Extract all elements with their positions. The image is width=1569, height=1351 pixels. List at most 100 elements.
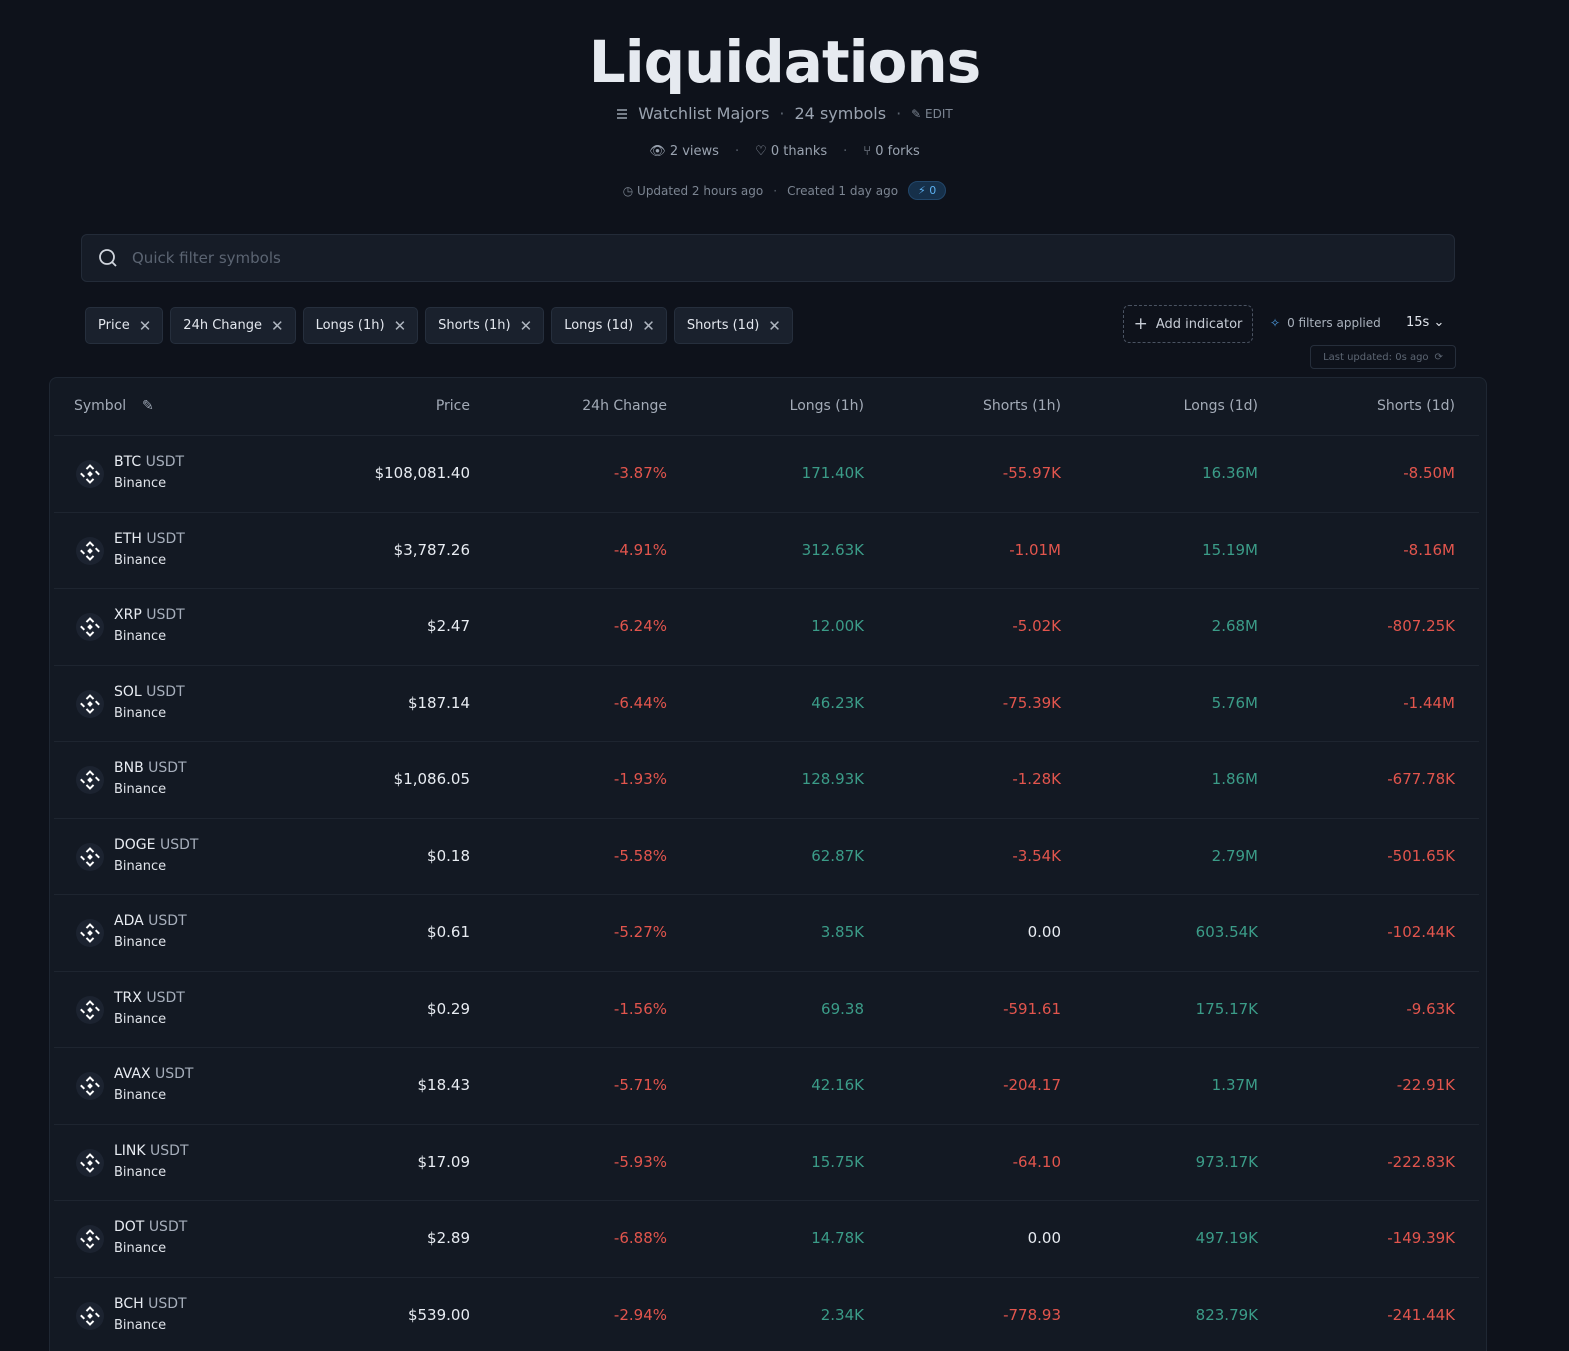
symbol: SOL USDT — [114, 684, 185, 700]
table-row[interactable]: BCH USDT Binance $539.00 -2.94% 2.34K -778.93… — [54, 1276, 1479, 1351]
column-header[interactable]: Longs (1d) — [1183, 398, 1258, 414]
indicator-chip[interactable]: 24h Change ✕ — [170, 307, 296, 344]
cell-value: 2.79M — [1211, 846, 1258, 865]
table-row[interactable]: AVAX USDT Binance $18.43 -5.71% 42.16K -204.1… — [54, 1047, 1479, 1124]
boost-badge[interactable]: ⚡ 0 — [908, 181, 947, 200]
add-indicator-label[interactable]: Add indicator — [1155, 316, 1243, 332]
thanks[interactable]: ♡ 0 thanks — [755, 144, 828, 159]
exchange-icon — [76, 460, 104, 488]
quote-asset: USDT — [154, 1066, 194, 1082]
forks[interactable]: ⑂ 0 forks — [863, 144, 920, 159]
cell-value: -5.02K — [1012, 617, 1061, 635]
cell-value: 175.17K — [1195, 999, 1258, 1018]
filters-text[interactable]: 0 filters applied — [1287, 316, 1381, 330]
data-table: Symbol Price 24h Change Longs (1h) Shorts (1… — [49, 377, 1487, 1351]
cell-value: -102.44K — [1387, 923, 1455, 941]
exchange-icon — [76, 766, 104, 794]
cell-value: -3.87% — [613, 464, 667, 482]
edit-label[interactable]: EDIT — [925, 106, 953, 121]
updated: ◷ Updated 2 hours ago — [622, 183, 764, 198]
indicator-label[interactable]: Longs (1h) — [315, 318, 385, 333]
edit-link[interactable]: ✎ EDIT — [911, 106, 953, 121]
exchange-name: Binance — [114, 1317, 167, 1333]
indicator-chip[interactable]: Shorts (1d) ✕ — [673, 307, 793, 344]
forks-text[interactable]: 0 forks — [875, 144, 920, 159]
cell-value: $0.29 — [427, 999, 470, 1018]
exchange-name: Binance — [114, 552, 167, 568]
indicator-label[interactable]: Longs (1d) — [564, 318, 634, 333]
cell-value: -5.27% — [613, 923, 667, 941]
table-row[interactable]: DOT USDT Binance $2.89 -6.88% 14.78K 0.00 497.… — [54, 1200, 1479, 1277]
cell-value: 69.38 — [821, 999, 864, 1018]
indicator-chip[interactable]: Longs (1d) ✕ — [551, 307, 667, 344]
search-box[interactable]: Quick filter symbols — [81, 234, 1455, 282]
base-asset: BTC — [114, 454, 142, 470]
cell-value: $2.47 — [427, 617, 470, 635]
table-row[interactable]: ADA USDT Binance $0.61 -5.27% 3.85K 0.00 603.5… — [54, 894, 1479, 971]
cell-value: -591.61 — [1003, 999, 1061, 1018]
exchange-name: Binance — [114, 858, 167, 874]
interval-select[interactable]: 15s ⌄ — [1406, 315, 1445, 330]
indicator-label[interactable]: Shorts (1d) — [686, 318, 760, 333]
cell-value: 3.85K — [820, 923, 864, 941]
cell-value: -149.39K — [1387, 1229, 1455, 1247]
exchange-name: Binance — [114, 476, 167, 491]
interval-value[interactable]: 15s — [1406, 315, 1430, 330]
remove-indicator[interactable]: ✕ — [642, 316, 655, 335]
search-placeholder[interactable]: Quick filter symbols — [132, 249, 281, 267]
exchange-icon — [76, 689, 104, 718]
last-updated[interactable]: Last updated: 0s ago ⟳ — [1310, 345, 1456, 369]
indicator-label[interactable]: Price — [98, 318, 130, 333]
table-row[interactable]: BNB USDT Binance $1,086.05 -1.93% 128.93K -1.… — [54, 741, 1479, 818]
table-row[interactable]: ETH USDT Binance $3,787.26 -4.91% 312.63K -1.… — [54, 511, 1479, 589]
symbol-count: 24 symbols — [794, 104, 887, 123]
indicator-chip[interactable]: Longs (1h) ✕ — [302, 307, 419, 344]
base-asset: AVAX — [114, 1066, 151, 1082]
indicator-chips: Price ✕ 24h Change ✕ Longs (1h) ✕ Shorts (1h) ✕… — [85, 307, 793, 344]
last-updated-text: Last updated: 0s ago — [1323, 351, 1429, 363]
quote-asset: USDT — [145, 454, 185, 470]
exchange-name: Binance — [114, 1164, 167, 1180]
quote-asset: USDT — [159, 836, 199, 853]
table-row[interactable]: XRP USDT Binance $2.47 -6.24% 12.00K -5.02K 2.… — [54, 588, 1479, 665]
boost-count[interactable]: 0 — [929, 184, 937, 197]
remove-indicator[interactable]: ✕ — [768, 316, 781, 335]
indicator-chip[interactable]: Shorts (1h) ✕ — [425, 307, 545, 344]
symbol: TRX USDT — [114, 990, 185, 1006]
cell-value: -1.28K — [1012, 770, 1061, 788]
cell-value: -1.56% — [613, 999, 667, 1018]
remove-indicator[interactable]: ✕ — [270, 316, 284, 335]
column-header[interactable]: Longs (1h) — [789, 398, 864, 414]
add-indicator-button[interactable]: + Add indicator — [1123, 305, 1253, 343]
thanks-text[interactable]: 0 thanks — [770, 144, 828, 159]
remove-indicator[interactable]: ✕ — [519, 316, 533, 335]
cell-value: -1.44M — [1403, 693, 1455, 712]
table-row[interactable]: LINK USDT Binance $17.09 -5.93% 15.75K -64.10… — [54, 1123, 1479, 1201]
table-row[interactable]: BTC USDT Binance $108,081.40 -3.87% 171.40K -… — [54, 435, 1479, 512]
column-header[interactable]: Shorts (1d) — [1376, 398, 1455, 414]
column-header[interactable]: 24h Change — [582, 398, 667, 414]
cell-value: $108,081.40 — [374, 464, 470, 482]
edit-symbol-column[interactable]: ✎ — [142, 398, 154, 414]
indicator-label[interactable]: Shorts (1h) — [438, 318, 511, 333]
filters-status[interactable]: ✧ 0 filters applied — [1270, 316, 1381, 330]
quote-asset: USDT — [148, 1295, 187, 1312]
symbol: AVAX USDT — [114, 1066, 193, 1082]
exchange-name: Binance — [114, 782, 167, 797]
cell-value: $187.14 — [407, 693, 470, 712]
column-header[interactable]: Symbol — [74, 398, 127, 414]
quote-asset: USDT — [146, 607, 185, 623]
column-header[interactable]: Price — [435, 398, 470, 414]
table-row[interactable]: DOGE USDT Binance $0.18 -5.58% 62.87K -3.54K 2… — [54, 817, 1479, 895]
remove-indicator[interactable]: ✕ — [138, 316, 152, 335]
cell-value: -5.93% — [613, 1152, 667, 1171]
table-row[interactable]: SOL USDT Binance $187.14 -6.44% 46.23K -75.39… — [54, 664, 1479, 742]
indicator-chip[interactable]: Price ✕ — [85, 307, 164, 344]
remove-indicator[interactable]: ✕ — [393, 316, 407, 335]
cell-value: $1,086.05 — [393, 770, 470, 788]
watchlist-name[interactable]: Watchlist Majors — [638, 104, 770, 123]
column-header[interactable]: Shorts (1h) — [982, 398, 1061, 414]
table-row[interactable]: TRX USDT Binance $0.29 -1.56% 69.38 -591.61 17… — [54, 970, 1479, 1048]
indicator-label[interactable]: 24h Change — [183, 318, 262, 333]
